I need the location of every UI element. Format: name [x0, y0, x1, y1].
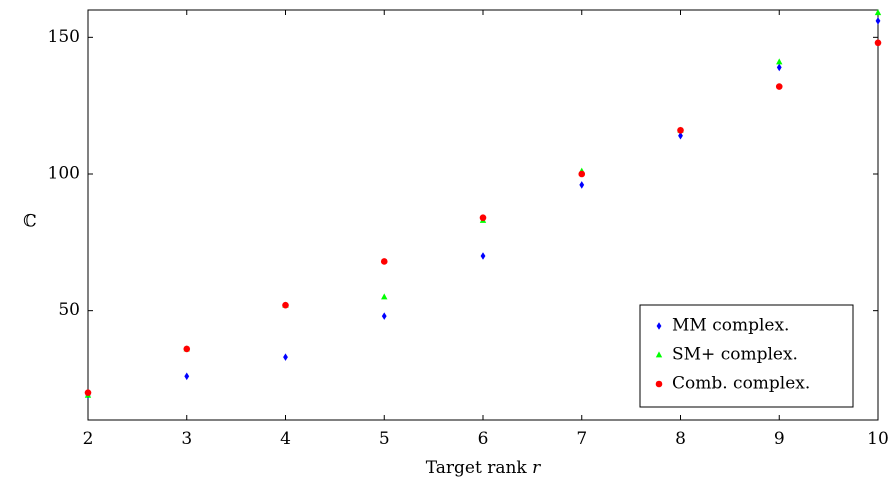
sm-complex-point [874, 9, 882, 16]
x-tick-label: 9 [774, 429, 785, 449]
x-tick-label: 10 [867, 429, 889, 449]
mm-complex-point [579, 181, 585, 189]
comb-complex-point [775, 83, 783, 90]
comb-complex-point [479, 214, 487, 222]
legend-marker-mm-complex [656, 322, 662, 330]
y-axis-label: ℂ [23, 212, 37, 232]
legend-label-mm-complex: MM complex. [672, 316, 789, 336]
comb-complex-point [677, 126, 684, 134]
x-tick-label: 6 [478, 429, 489, 449]
legend-marker-sm-complex [655, 351, 663, 358]
x-tick-label: 7 [576, 429, 587, 449]
comb-complex-point [380, 258, 388, 265]
mm-complex-point [875, 17, 881, 25]
legend-label-sm-complex: SM+ complex. [672, 345, 798, 365]
legend-box [639, 304, 854, 408]
y-tick-label: 150 [48, 27, 80, 47]
comb-complex-point [84, 389, 92, 396]
x-tick-label: 8 [675, 429, 686, 449]
mm-complex-point [480, 252, 486, 260]
mm-complex-point [283, 353, 288, 361]
x-axis-label: Target rank r [426, 458, 541, 478]
x-tick-label: 5 [379, 429, 390, 449]
mm-complex-point [381, 312, 387, 320]
mm-complex-point [776, 63, 782, 72]
x-tick-label: 2 [83, 429, 94, 449]
sm-complex-point [381, 293, 388, 300]
data-points [84, 9, 882, 400]
x-tick-label: 4 [280, 429, 291, 449]
sm-complex-point [776, 58, 783, 65]
axis-ticks: 2 3 4 5 6 7 8 9 10 50 100 150 [48, 10, 889, 449]
mm-complex-point [184, 372, 190, 381]
legend: MM complex. SM+ complex. Comb. complex. [639, 304, 854, 408]
legend-label-comb-complex: Comb. complex. [672, 374, 810, 394]
legend-marker-comb-complex [655, 380, 663, 388]
comb-complex-point [282, 301, 289, 309]
legend-items: MM complex. SM+ complex. Comb. complex. [655, 316, 810, 394]
mm-complex-point [678, 131, 683, 140]
y-tick-label: 50 [58, 300, 80, 320]
comb-complex-point [578, 170, 586, 178]
y-tick-label: 100 [48, 164, 80, 184]
comb-complex-point [874, 39, 882, 47]
x-tick-label: 3 [181, 429, 192, 449]
comb-complex-point [183, 345, 191, 353]
